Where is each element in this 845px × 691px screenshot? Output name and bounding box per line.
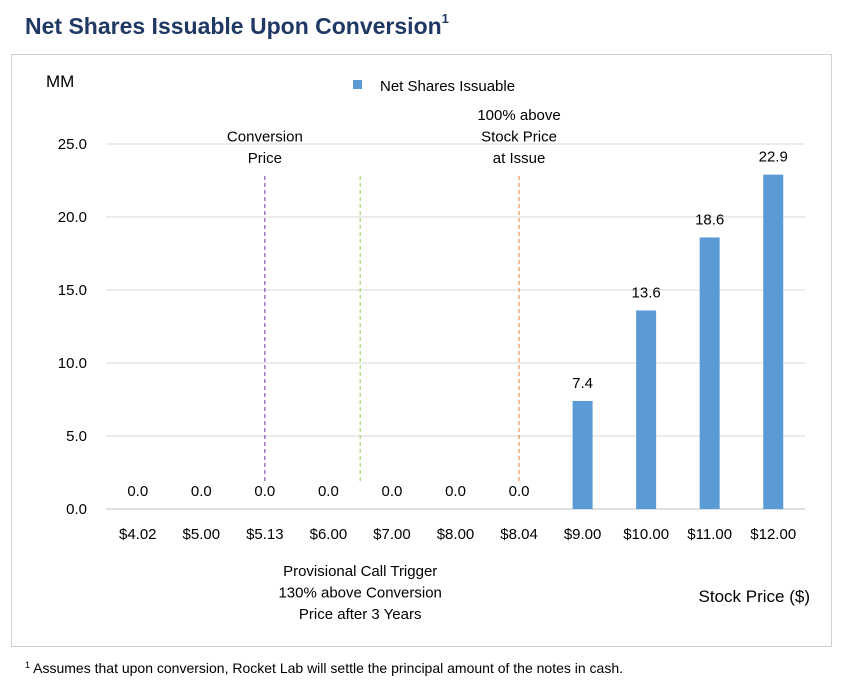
bar (699, 237, 720, 509)
data-label: 0.0 (191, 483, 212, 500)
data-label: 13.6 (632, 284, 661, 301)
x-tick-label: $6.00 (310, 526, 348, 543)
gridlines (106, 143, 805, 510)
bars (572, 174, 784, 509)
legend-label: Net Shares Issuable (380, 78, 515, 95)
bar (636, 310, 657, 509)
chart-frame (11, 54, 832, 647)
reference-line-label: Stock Price (481, 129, 557, 146)
legend-swatch (353, 80, 362, 89)
data-label: 0.0 (318, 483, 339, 500)
data-label: 0.0 (382, 483, 403, 500)
data-label: 22.9 (759, 149, 788, 166)
y-tick-label: 0.0 (66, 501, 87, 518)
x-tick-label: $4.02 (119, 526, 157, 543)
reference-line-label: 100% above (477, 107, 560, 124)
x-tick-label: $7.00 (373, 526, 411, 543)
y-axis-label: MM (46, 72, 74, 91)
reference-lines (264, 176, 520, 481)
x-tick-label: $5.00 (183, 526, 221, 543)
data-label: 0.0 (254, 483, 275, 500)
reference-line-label: Provisional Call Trigger (283, 563, 437, 580)
x-tick-label: $12.00 (750, 526, 796, 543)
reference-line-label: at Issue (493, 150, 546, 167)
chart-text: 0.0 5.0 10.0 15.0 20.0 25.0 MM Stock Price ($) N… (46, 72, 810, 623)
x-tick-label: $9.00 (564, 526, 602, 543)
bar (572, 400, 593, 509)
data-label: 0.0 (509, 483, 530, 500)
x-tick-label: $8.00 (437, 526, 475, 543)
x-axis-title: Stock Price ($) (699, 587, 810, 606)
page-title: Net Shares Issuable Upon Conversion1 (25, 11, 449, 40)
footnote-text: Assumes that upon conversion, Rocket Lab… (33, 660, 624, 676)
bar (763, 174, 784, 509)
x-tick-label: $10.00 (623, 526, 669, 543)
x-tick-label: $8.04 (500, 526, 538, 543)
footnote-marker: 1 (25, 660, 31, 670)
data-label: 0.0 (127, 483, 148, 500)
y-tick-label: 20.0 (58, 209, 87, 226)
y-tick-label: 5.0 (66, 428, 87, 445)
reference-line-label: Price after 3 Years (299, 606, 422, 623)
reference-line-label: Price (248, 150, 282, 167)
title-text: Net Shares Issuable Upon Conversion (25, 13, 442, 39)
footnote: 1 Assumes that upon conversion, Rocket L… (25, 660, 623, 676)
y-tick-label: 15.0 (58, 282, 87, 299)
y-tick-label: 10.0 (58, 355, 87, 372)
reference-line-label: Conversion (227, 129, 303, 146)
data-label: 7.4 (572, 375, 593, 392)
y-tick-label: 25.0 (58, 136, 87, 153)
x-tick-label: $11.00 (687, 526, 732, 543)
title-footnote-marker: 1 (441, 11, 449, 26)
reference-line-label: 130% above Conversion (278, 585, 441, 602)
data-label: 18.6 (695, 211, 724, 228)
x-tick-label: $5.13 (246, 526, 284, 543)
data-label: 0.0 (445, 483, 466, 500)
